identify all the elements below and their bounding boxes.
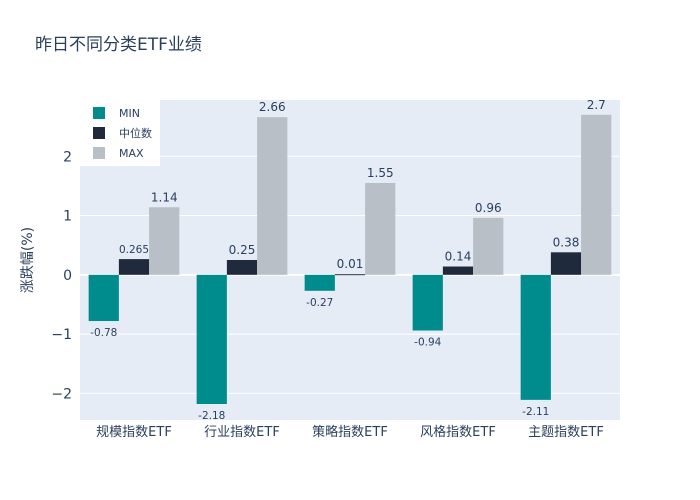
bar[interactable] xyxy=(88,274,119,322)
bar[interactable] xyxy=(226,260,258,275)
legend[interactable]: MIN 中位数 MAX xyxy=(80,100,160,166)
x-tick-label: 风格指数ETF xyxy=(420,424,496,440)
legend-swatch[interactable] xyxy=(93,107,105,119)
y-tick-label: 2 xyxy=(63,149,72,165)
data-label: 1.55 xyxy=(367,166,394,180)
bar[interactable] xyxy=(442,266,474,275)
bar[interactable] xyxy=(581,114,612,275)
data-label: 0.14 xyxy=(445,250,472,264)
chart-title: 昨日不同分类ETF业绩 xyxy=(35,35,202,55)
legend-label[interactable]: MIN xyxy=(119,107,140,120)
data-label: 0.25 xyxy=(229,243,256,257)
legend-label[interactable]: MAX xyxy=(119,147,144,160)
x-tick-label: 规模指数ETF xyxy=(96,425,172,440)
data-label: 0.01 xyxy=(337,257,364,271)
data-labels: -0.78 0.265 1.14 -2.18 0.25 2.66 -0.27 0.01 1.55… xyxy=(90,98,606,422)
bar[interactable] xyxy=(334,274,366,276)
y-tick-label: −1 xyxy=(51,327,72,343)
y-axis-title: 涨跌幅(%) xyxy=(20,227,36,293)
bars xyxy=(88,114,612,404)
bar[interactable] xyxy=(257,117,288,275)
y-tick-label: 0 xyxy=(63,268,72,284)
legend-swatch[interactable] xyxy=(93,147,105,159)
data-label: 0.96 xyxy=(475,201,502,215)
data-label: 2.66 xyxy=(259,100,286,114)
y-tick-label: −2 xyxy=(51,386,72,402)
x-axis: 规模指数ETF 行业指数ETF 策略指数ETF 风格指数ETF 主题指数ETF xyxy=(96,424,604,440)
data-label: -2.11 xyxy=(522,406,549,418)
bar[interactable] xyxy=(149,207,180,275)
x-tick-label: 行业指数ETF xyxy=(204,425,280,440)
x-tick-label: 主题指数ETF xyxy=(528,425,604,440)
data-label: 2.7 xyxy=(587,98,606,112)
x-tick-label: 策略指数ETF xyxy=(312,424,388,440)
data-label: -0.94 xyxy=(414,337,441,349)
data-label: 0.38 xyxy=(553,235,580,249)
y-tick-label: 1 xyxy=(63,209,72,225)
bar[interactable] xyxy=(473,217,504,275)
legend-swatch[interactable] xyxy=(93,127,105,139)
data-label: 0.265 xyxy=(119,244,149,256)
data-label: -0.78 xyxy=(90,327,117,339)
bar[interactable] xyxy=(304,274,335,291)
data-label: -2.18 xyxy=(198,410,225,422)
bar[interactable] xyxy=(118,259,150,275)
bar[interactable] xyxy=(412,274,443,331)
legend-label[interactable]: 中位数 xyxy=(119,126,152,140)
data-label: -0.27 xyxy=(306,297,333,309)
y-axis: −2 −1 0 1 2 xyxy=(51,149,72,402)
bar[interactable] xyxy=(365,182,396,275)
bar[interactable] xyxy=(196,274,227,404)
bar[interactable] xyxy=(520,274,551,400)
data-label: 1.14 xyxy=(151,190,178,204)
bar[interactable] xyxy=(550,252,582,275)
